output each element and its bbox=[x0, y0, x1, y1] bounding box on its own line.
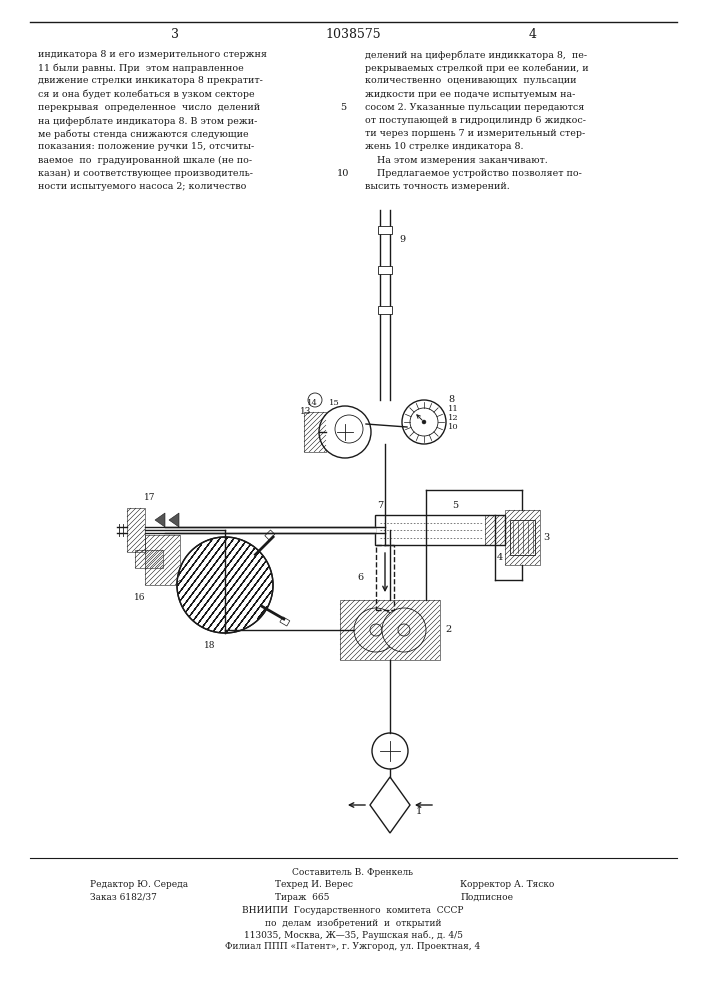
Text: рекрываемых стрелкой при ее колебании, и: рекрываемых стрелкой при ее колебании, и bbox=[365, 63, 589, 73]
Text: 4: 4 bbox=[529, 28, 537, 41]
Text: количественно  оценивающих  пульсации: количественно оценивающих пульсации bbox=[365, 76, 576, 85]
Bar bbox=[485, 515, 505, 545]
Text: 12: 12 bbox=[448, 414, 459, 422]
Text: 10: 10 bbox=[448, 423, 459, 431]
Circle shape bbox=[422, 420, 426, 424]
Text: Составитель В. Френкель: Составитель В. Френкель bbox=[293, 868, 414, 877]
Text: 11 были равны. При  этом направленное: 11 были равны. При этом направленное bbox=[38, 63, 244, 73]
Text: Корректор А. Тяско: Корректор А. Тяско bbox=[460, 880, 554, 889]
Text: 8: 8 bbox=[448, 395, 454, 404]
Text: сосом 2. Указанные пульсации передаются: сосом 2. Указанные пульсации передаются bbox=[365, 103, 585, 112]
Bar bbox=[378, 226, 392, 234]
Text: 4: 4 bbox=[497, 553, 503, 562]
Text: 113035, Москва, Ж—35, Раушская наб., д. 4/5: 113035, Москва, Ж—35, Раушская наб., д. … bbox=[243, 930, 462, 940]
Circle shape bbox=[308, 393, 322, 407]
Text: делений на циферблате индиккатора 8,  пе-: делений на циферблате индиккатора 8, пе- bbox=[365, 50, 587, 60]
Text: На этом измерения заканчивают.: На этом измерения заканчивают. bbox=[365, 156, 548, 165]
Bar bbox=[375, 515, 505, 545]
Text: ме работы стенда снижаются следующие: ме работы стенда снижаются следующие bbox=[38, 129, 249, 139]
Text: 3: 3 bbox=[171, 28, 179, 41]
Text: Филиал ППП «Патент», г. Ужгород, ул. Проектная, 4: Филиал ППП «Патент», г. Ужгород, ул. Про… bbox=[226, 942, 481, 951]
Bar bbox=[145, 535, 180, 585]
Text: показания: положение ручки 15, отсчиты-: показания: положение ручки 15, отсчиты- bbox=[38, 142, 255, 151]
Text: 1038575: 1038575 bbox=[325, 28, 381, 41]
Bar bbox=[280, 617, 290, 626]
Text: индикатора 8 и его измерительного стержня: индикатора 8 и его измерительного стержн… bbox=[38, 50, 267, 59]
Text: высить точность измерений.: высить точность измерений. bbox=[365, 182, 510, 191]
Text: ности испытуемого насоса 2; количество: ности испытуемого насоса 2; количество bbox=[38, 182, 246, 191]
Bar bbox=[135, 550, 163, 568]
Text: 7: 7 bbox=[377, 501, 383, 510]
Bar bbox=[127, 508, 145, 552]
Text: 14: 14 bbox=[307, 399, 318, 407]
Text: 9: 9 bbox=[399, 235, 405, 244]
Text: жидкости при ее подаче испытуемым на-: жидкости при ее подаче испытуемым на- bbox=[365, 90, 575, 99]
Bar bbox=[505, 510, 540, 565]
Text: Техред И. Верес: Техред И. Верес bbox=[275, 880, 353, 889]
Text: ваемое  по  градуированной шкале (не по-: ваемое по градуированной шкале (не по- bbox=[38, 156, 252, 165]
Text: жень 10 стрелке индикатора 8.: жень 10 стрелке индикатора 8. bbox=[365, 142, 523, 151]
Bar bbox=[378, 306, 392, 314]
Text: движение стрелки инкикатора 8 прекратит-: движение стрелки инкикатора 8 прекратит- bbox=[38, 76, 263, 85]
Text: 10: 10 bbox=[337, 169, 349, 178]
Text: 15: 15 bbox=[329, 399, 340, 407]
Text: Подписное: Подписное bbox=[460, 893, 513, 902]
Text: казан) и соответствующее производитель-: казан) и соответствующее производитель- bbox=[38, 169, 253, 178]
Circle shape bbox=[382, 608, 426, 652]
Circle shape bbox=[402, 400, 446, 444]
Text: 5: 5 bbox=[452, 501, 458, 510]
Text: 18: 18 bbox=[204, 641, 216, 650]
Text: 5: 5 bbox=[340, 103, 346, 112]
Bar bbox=[376, 545, 394, 610]
Text: 11: 11 bbox=[448, 405, 459, 413]
Bar bbox=[378, 266, 392, 274]
Text: 1: 1 bbox=[416, 806, 422, 816]
Text: 17: 17 bbox=[144, 493, 156, 502]
Bar bbox=[340, 600, 440, 660]
Bar bbox=[510, 520, 535, 555]
Text: Предлагаемое устройство позволяет по-: Предлагаемое устройство позволяет по- bbox=[365, 169, 582, 178]
Text: ВНИИПИ  Государственного  комитета  СССР: ВНИИПИ Государственного комитета СССР bbox=[243, 906, 464, 915]
Circle shape bbox=[319, 406, 371, 458]
Polygon shape bbox=[155, 513, 165, 527]
Text: Тираж  665: Тираж 665 bbox=[275, 893, 329, 902]
Text: 13: 13 bbox=[300, 406, 311, 416]
Text: ся и она будет колебаться в узком секторе: ся и она будет колебаться в узком сектор… bbox=[38, 90, 255, 99]
Text: 2: 2 bbox=[445, 626, 451, 635]
Polygon shape bbox=[177, 537, 273, 633]
Polygon shape bbox=[169, 513, 179, 527]
Text: 16: 16 bbox=[134, 593, 146, 602]
Text: перекрывая  определенное  число  делений: перекрывая определенное число делений bbox=[38, 103, 260, 112]
Text: от поступающей в гидроцилиндр 6 жидкос-: от поступающей в гидроцилиндр 6 жидкос- bbox=[365, 116, 586, 125]
Bar bbox=[265, 530, 275, 540]
Text: Редактор Ю. Середа: Редактор Ю. Середа bbox=[90, 880, 188, 889]
Text: 3: 3 bbox=[543, 534, 549, 542]
Text: на циферблате индикатора 8. В этом режи-: на циферблате индикатора 8. В этом режи- bbox=[38, 116, 257, 125]
Circle shape bbox=[354, 608, 398, 652]
Text: 6: 6 bbox=[358, 574, 364, 582]
Bar bbox=[304, 412, 326, 452]
Text: ти через поршень 7 и измерительный стер-: ти через поршень 7 и измерительный стер- bbox=[365, 129, 585, 138]
Text: по  делам  изобретений  и  открытий: по делам изобретений и открытий bbox=[264, 918, 441, 928]
Text: Заказ 6182/37: Заказ 6182/37 bbox=[90, 893, 157, 902]
